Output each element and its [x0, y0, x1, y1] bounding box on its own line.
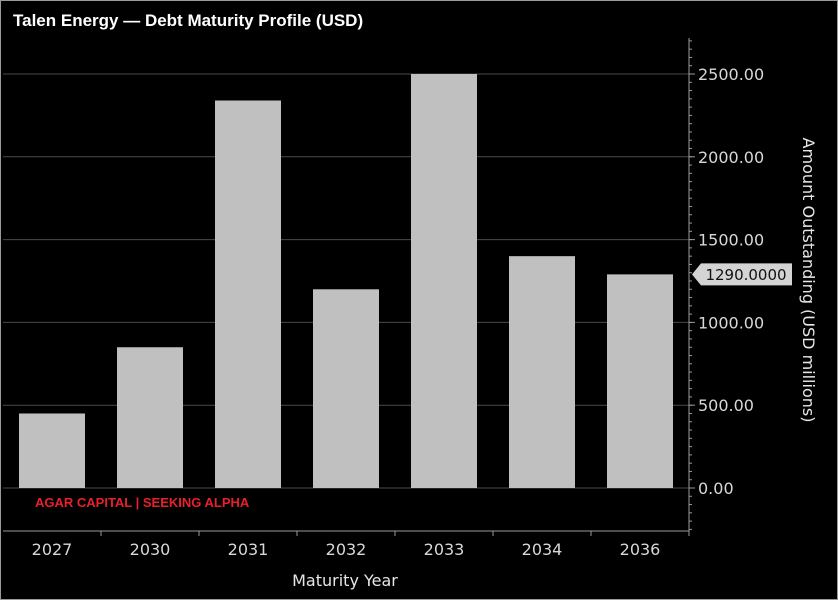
- bar-2031: [215, 100, 281, 488]
- y-tick-label: 2500.00: [698, 65, 764, 84]
- x-tick-label: 2030: [130, 540, 171, 559]
- x-tick-label: 2034: [522, 540, 563, 559]
- y-tick-label: 1000.00: [698, 313, 764, 332]
- x-tick-label: 2033: [424, 540, 465, 559]
- x-axis-title: Maturity Year: [292, 571, 398, 590]
- y-tick-label: 1500.00: [698, 231, 764, 250]
- bars: [19, 74, 673, 488]
- bar-2034: [509, 256, 575, 488]
- last-value-callout: 1290.0000: [692, 263, 792, 286]
- bar-2036: [607, 274, 673, 488]
- bar-2027: [19, 413, 85, 488]
- bar-2032: [313, 289, 379, 488]
- last-value-label: 1290.0000: [705, 266, 786, 284]
- x-tick-label: 2031: [228, 540, 269, 559]
- y-tick-label: 0.00: [698, 479, 734, 498]
- bar-2033: [411, 74, 477, 488]
- y-tick-label: 500.00: [698, 396, 754, 415]
- bar-2030: [117, 347, 183, 488]
- watermark-text: AGAR CAPITAL | SEEKING ALPHA: [35, 495, 250, 510]
- y-tick-label: 2000.00: [698, 148, 764, 167]
- x-tick-label: 2027: [32, 540, 73, 559]
- x-tick-label: 2032: [326, 540, 367, 559]
- axes: 0.00 500.00 1000.00 1500.00 2000.00 2500.00 20…: [3, 38, 764, 559]
- chart-title: Talen Energy — Debt Maturity Profile (US…: [13, 11, 363, 30]
- last-value-marker: [692, 263, 792, 286]
- x-tick-label: 2036: [620, 540, 661, 559]
- y-axis-title: Amount Outstanding (USD millions): [799, 138, 818, 423]
